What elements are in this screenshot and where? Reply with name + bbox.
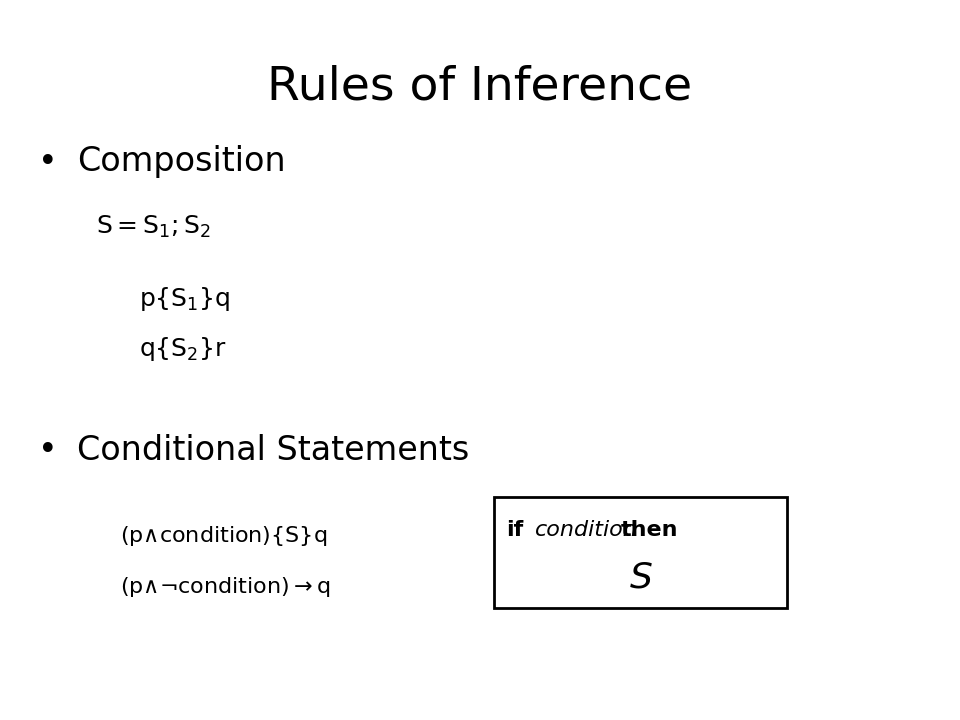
Text: $\mathsf{p\{S_1\}q}$: $\mathsf{p\{S_1\}q}$: [139, 285, 230, 312]
Text: condition: condition: [535, 521, 637, 540]
Text: •: •: [38, 433, 58, 467]
Text: S: S: [630, 560, 652, 594]
Text: if: if: [506, 521, 523, 540]
Text: $\mathsf{(p{\wedge}condition)\{S\}q}$: $\mathsf{(p{\wedge}condition)\{S\}q}$: [120, 524, 327, 549]
Bar: [494, 497, 787, 608]
Text: $\mathsf{S = S_1;S_2}$: $\mathsf{S = S_1;S_2}$: [96, 214, 211, 240]
Text: then: then: [621, 521, 679, 540]
Text: Rules of Inference: Rules of Inference: [268, 65, 692, 109]
Text: $\mathsf{q\{S_2\}r}$: $\mathsf{q\{S_2\}r}$: [139, 336, 228, 363]
Text: Conditional Statements: Conditional Statements: [77, 433, 469, 467]
Text: •: •: [38, 145, 58, 179]
Text: Composition: Composition: [77, 145, 285, 179]
Text: $\mathsf{(p{\wedge}{\neg}condition){\rightarrow}q}$: $\mathsf{(p{\wedge}{\neg}condition){\rig…: [120, 575, 331, 599]
